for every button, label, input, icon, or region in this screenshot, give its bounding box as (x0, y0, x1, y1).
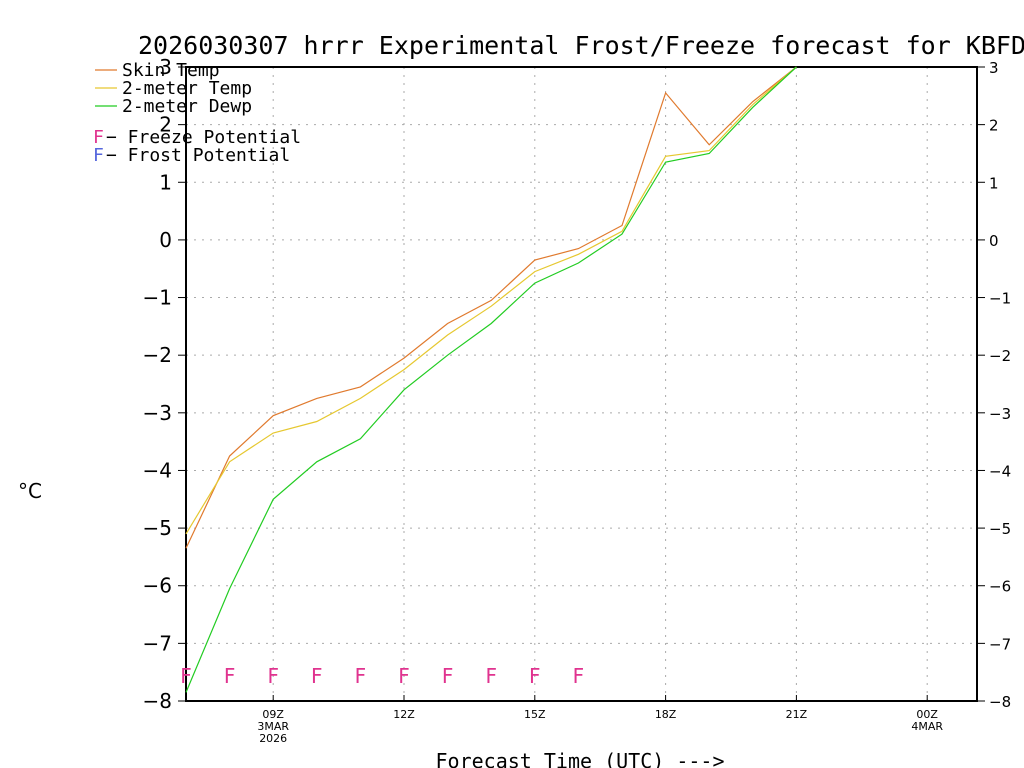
legend-flag-text: − Frost Potential (106, 145, 290, 166)
legend-flag-glyph: F (93, 127, 104, 148)
freeze-flag-marker: F (355, 664, 367, 688)
y-tick-label-right: −2 (989, 347, 1011, 365)
freeze-flag-marker: F (180, 664, 192, 688)
y-tick-label-left: −8 (143, 689, 172, 713)
y-tick-label-right: −3 (989, 405, 1011, 423)
y-tick-label-right: −5 (989, 520, 1011, 538)
freeze-flag-marker: F (529, 664, 541, 688)
freeze-flag-marker: F (398, 664, 410, 688)
y-tick-label-right: 0 (989, 232, 999, 250)
freeze-flag-marker: F (485, 664, 497, 688)
freeze-flag-marker: F (224, 664, 236, 688)
y-tick-label-left: −7 (143, 631, 172, 655)
y-tick-label-left: 2 (159, 113, 172, 137)
series-line-2-meter-dewp (185, 66, 797, 693)
chart-title: 2026030307 hrrr Experimental Frost/Freez… (138, 31, 1024, 60)
x-tick-label: 21Z (786, 708, 808, 721)
freeze-flag-marker: F (573, 664, 585, 688)
legend-entry: 2-meter Dewp (122, 96, 252, 117)
freeze-flag-marker: F (311, 664, 323, 688)
legend-flag-glyph: F (93, 145, 104, 166)
x-tick-label: 18Z (655, 708, 677, 721)
y-tick-label-right: 2 (989, 117, 999, 135)
y-tick-label-right: −1 (989, 290, 1011, 308)
legend-entry: Skin Temp (122, 60, 220, 81)
x-tick-label: 15Z (524, 708, 546, 721)
x-tick-label: 12Z (393, 708, 415, 721)
x-tick-label: 3MAR (257, 720, 289, 733)
y-tick-label-left: 3 (159, 55, 172, 79)
y-tick-label-left: −1 (143, 286, 172, 310)
y-tick-label-left: −2 (143, 343, 172, 367)
freeze-flag-marker: F (442, 664, 454, 688)
y-tick-label-right: −7 (989, 635, 1011, 653)
legend-flag-text: − Freeze Potential (106, 127, 301, 148)
x-axis-label: Forecast Time (UTC) ---> (436, 749, 725, 768)
series-line-2-meter-temp (185, 66, 797, 535)
y-tick-label-right: −8 (989, 693, 1011, 711)
x-tick-label: 09Z (262, 708, 284, 721)
y-tick-label-right: −6 (989, 578, 1011, 596)
x-tick-label: 2026 (259, 732, 287, 745)
plot-frame (185, 66, 978, 702)
legend-entry: 2-meter Temp (122, 78, 252, 99)
x-tick-label: 4MAR (911, 720, 943, 733)
freeze-flag-marker: F (267, 664, 279, 688)
y-tick-label-right: −4 (989, 462, 1011, 480)
y-tick-label-left: 1 (159, 170, 172, 194)
axes: −8 −8 −7 −7 −6 −6 −5 −5 −4 −4 −3 −3 −2 −2 −1 −1 0 0 1 1 2 2 3 3… (143, 55, 1012, 745)
y-tick-label-left: −6 (143, 574, 172, 598)
series-line-skin-temp (185, 66, 797, 549)
y-tick-label-right: 1 (989, 174, 999, 192)
y-tick-label-left: −5 (143, 516, 172, 540)
y-tick-label-right: 3 (989, 59, 999, 77)
y-tick-label-left: −4 (143, 458, 172, 482)
x-tick-label: 00Z (916, 708, 938, 721)
y-tick-label-left: 0 (159, 228, 172, 252)
y-tick-label-left: −3 (143, 401, 172, 425)
series-lines (185, 66, 797, 693)
y-axis-unit-label: °C (18, 479, 42, 503)
grid (186, 67, 977, 701)
